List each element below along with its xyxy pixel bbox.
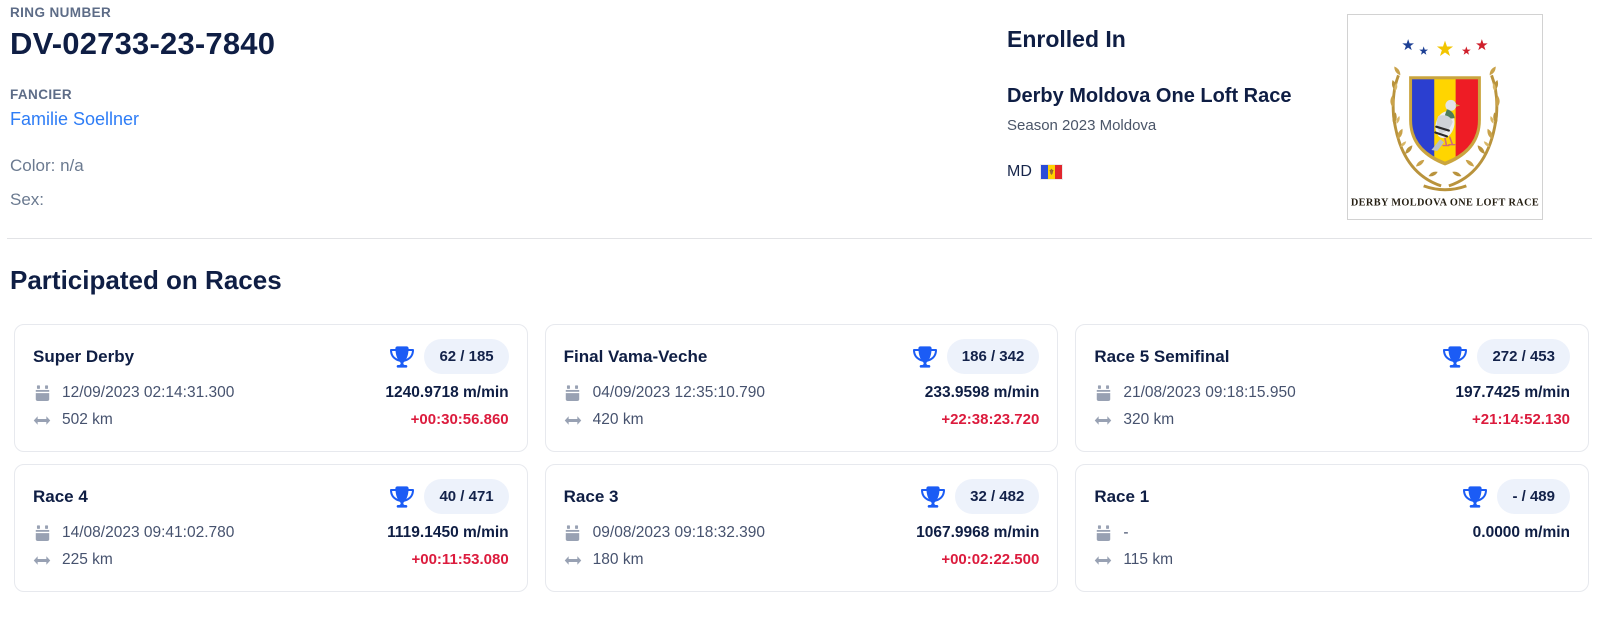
calendar-icon xyxy=(33,384,51,402)
left-right-arrows-icon xyxy=(1094,554,1112,567)
rank-badge: - / 489 xyxy=(1497,479,1570,514)
race-distance: 502 km xyxy=(62,411,113,428)
sex-value: Sex: xyxy=(10,190,45,209)
trophy-icon xyxy=(390,345,415,368)
race-name: Final Vama-Veche xyxy=(563,346,708,366)
enrolled-race-name: Derby Moldova One Loft Race xyxy=(1007,85,1292,107)
race-time-behind: +21:14:52.130 xyxy=(1472,411,1570,428)
enrolled-season: Season 2023 Moldova xyxy=(1007,117,1157,134)
races-section-title: Participated on Races xyxy=(10,265,282,295)
fancier-link[interactable]: Familie Soellner xyxy=(10,109,140,129)
race-name: Race 5 Semifinal xyxy=(1094,346,1230,366)
ring-number-label: RING NUMBER xyxy=(10,5,112,20)
ring-number-value: DV-02733-23-7840 xyxy=(10,26,276,61)
left-right-arrows-icon xyxy=(564,554,582,567)
race-distance: 180 km xyxy=(592,551,644,568)
race-card[interactable]: Super Derby 62 / 185 xyxy=(14,324,528,452)
race-speed: 1119.1450 m/min xyxy=(387,524,509,541)
race-time-behind: +00:11:53.080 xyxy=(411,551,509,568)
race-datetime: 09/08/2023 09:18:32.390 xyxy=(592,524,766,541)
race-card[interactable]: Race 3 32 / 482 xyxy=(544,464,1059,592)
race-distance: 420 km xyxy=(592,411,644,428)
trophy-icon xyxy=(921,485,946,508)
race-speed: 1067.9968 m/min xyxy=(916,524,1040,541)
race-card[interactable]: Race 1 - / 489 xyxy=(1075,464,1589,592)
calendar-icon xyxy=(564,524,582,542)
enrolled-in-title: Enrolled In xyxy=(1007,26,1126,52)
race-speed: 197.7425 m/min xyxy=(1455,384,1570,401)
calendar-icon xyxy=(33,524,51,542)
fancier-label: FANCIER xyxy=(10,87,73,102)
left-right-arrows-icon xyxy=(1094,414,1112,427)
calendar-icon xyxy=(1094,524,1112,542)
race-time-behind: +00:30:56.860 xyxy=(410,411,509,428)
race-time-behind: +22:38:23.720 xyxy=(941,411,1040,428)
left-right-arrows-icon xyxy=(564,414,582,427)
race-datetime: 12/09/2023 02:14:31.300 xyxy=(62,384,235,401)
rank-badge: 272 / 453 xyxy=(1477,339,1570,374)
calendar-icon xyxy=(1094,384,1112,402)
race-speed: 233.9598 m/min xyxy=(924,384,1040,401)
race-card[interactable]: Race 4 40 / 471 xyxy=(14,464,528,592)
color-value: Color: n/a xyxy=(10,156,84,175)
trophy-icon xyxy=(390,485,415,508)
club-logo: DERBY MOLDOVA ONE LOFT RACE xyxy=(1347,14,1543,220)
rank-badge: 32 / 482 xyxy=(955,479,1040,514)
country-code: MD xyxy=(1007,163,1032,180)
moldova-flag-icon xyxy=(1040,165,1062,179)
race-datetime: 21/08/2023 09:18:15.950 xyxy=(1123,384,1296,401)
race-speed: 1240.9718 m/min xyxy=(385,384,509,401)
race-name: Race 1 xyxy=(1094,486,1150,506)
header-divider xyxy=(7,238,1592,239)
race-distance: 225 km xyxy=(62,551,113,568)
race-name: Race 4 xyxy=(33,486,88,506)
race-cards-grid: Super Derby 62 / 185 xyxy=(14,324,1589,592)
race-datetime: 04/09/2023 12:35:10.790 xyxy=(592,384,766,401)
left-right-arrows-icon xyxy=(33,554,51,567)
ring-info-block: RING NUMBER DV-02733-23-7840 FANCIER Fam… xyxy=(10,5,275,210)
race-card[interactable]: Final Vama-Veche 186 / 342 xyxy=(544,324,1059,452)
calendar-icon xyxy=(564,384,582,402)
race-datetime: - xyxy=(1123,524,1129,541)
race-time-behind: +00:02:22.500 xyxy=(941,551,1040,568)
enrolled-in-block: Enrolled In Derby Moldova One Loft Race … xyxy=(1007,26,1337,181)
club-logo-caption: DERBY MOLDOVA ONE LOFT RACE xyxy=(1351,197,1539,208)
left-right-arrows-icon xyxy=(33,414,51,427)
trophy-icon xyxy=(912,345,937,368)
rank-badge: 186 / 342 xyxy=(946,339,1040,374)
race-name: Super Derby xyxy=(33,346,135,366)
race-distance: 320 km xyxy=(1123,411,1175,428)
enrolled-country: MD xyxy=(1007,163,1337,181)
race-datetime: 14/08/2023 09:41:02.780 xyxy=(62,524,235,541)
trophy-icon xyxy=(1463,485,1488,508)
rank-badge: 62 / 185 xyxy=(424,339,509,374)
race-card[interactable]: Race 5 Semifinal 272 / 453 xyxy=(1075,324,1589,452)
trophy-icon xyxy=(1443,345,1468,368)
race-name: Race 3 xyxy=(563,486,619,506)
rank-badge: 40 / 471 xyxy=(424,479,509,514)
race-distance: 115 km xyxy=(1123,551,1174,568)
race-speed: 0.0000 m/min xyxy=(1472,524,1570,541)
